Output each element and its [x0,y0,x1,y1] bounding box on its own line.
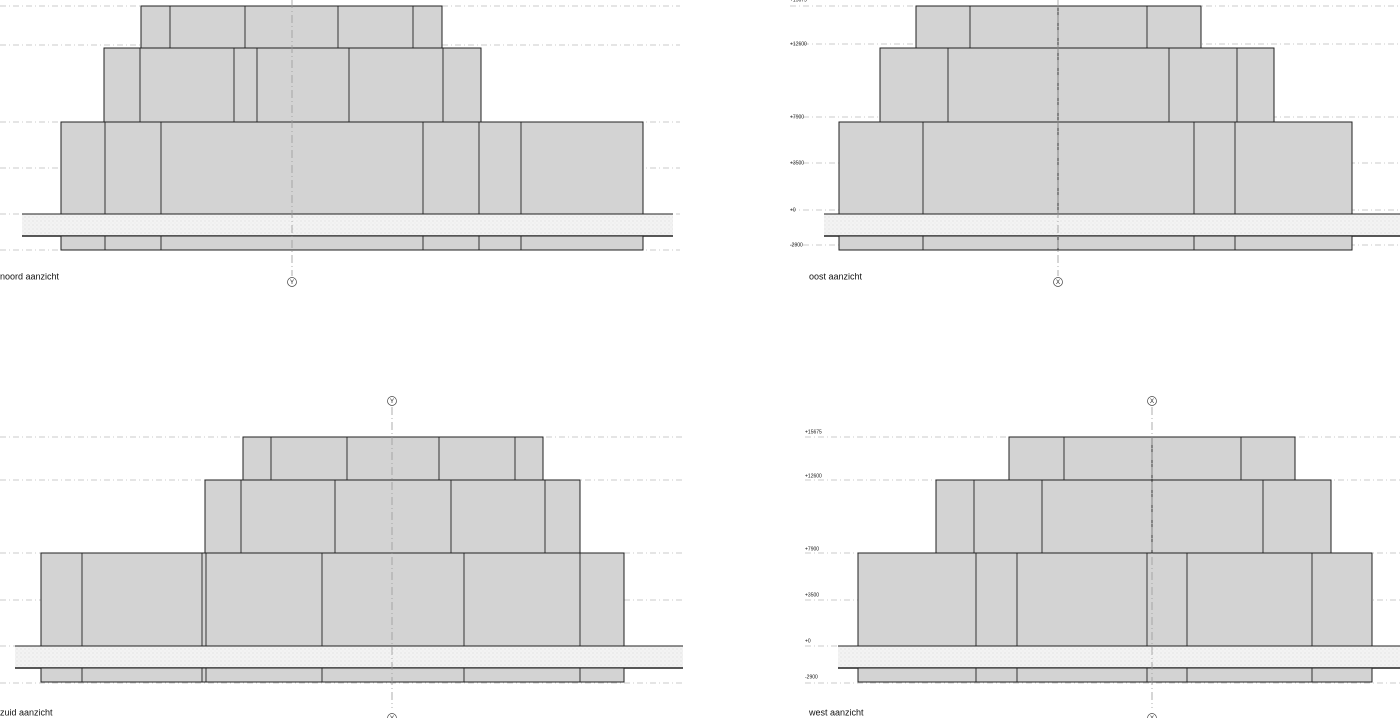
view-title: oost aanzicht [809,271,863,281]
axis-label: Y [390,399,394,405]
foundation [857,667,1373,683]
view-title: west aanzicht [808,707,864,717]
axis-bubble [387,396,397,406]
facade-volume [879,47,1275,123]
level-label: +0 [805,638,811,644]
foundation [838,235,1353,251]
ground [15,646,683,668]
level-label: +12600 [790,41,807,47]
level-label: +7900 [790,114,804,120]
axis-label: X [1056,280,1060,286]
ground [838,646,1400,668]
facade-volume [60,121,644,215]
facade-volume [935,479,1332,554]
facade-volume [140,5,443,49]
facade-volume [857,552,1373,647]
level-label: +0 [790,207,796,213]
axis-label: X [1150,399,1154,405]
ground [22,214,673,236]
facade-volume [915,5,1202,49]
level-label: +12600 [805,473,822,479]
foundation [60,235,644,251]
axis-bubble [1147,713,1157,718]
axis-label: X [1150,716,1154,718]
foundation [40,667,625,683]
ground [824,214,1400,236]
level-label: +3500 [790,160,804,166]
level-label: +7900 [805,546,819,552]
view-title: zuid aanzicht [0,707,53,717]
level-label: -2900 [790,242,803,248]
facade-volume [242,436,544,481]
axis-label: Y [390,716,394,718]
level-label: +15675 [790,0,807,3]
level-label: +15675 [805,429,822,435]
facade-volume [40,552,625,647]
facade-volume [838,121,1353,215]
view-title: noord aanzicht [0,271,60,281]
level-label: +3500 [805,592,819,598]
axis-bubble [1147,396,1157,406]
axis-bubble [387,713,397,718]
facade-volume [103,47,482,123]
axis-bubble [1053,277,1063,287]
axis-label: Y [290,280,294,286]
facade-volume [204,479,581,554]
level-label: -2900 [805,674,818,680]
axis-bubble [287,277,297,287]
